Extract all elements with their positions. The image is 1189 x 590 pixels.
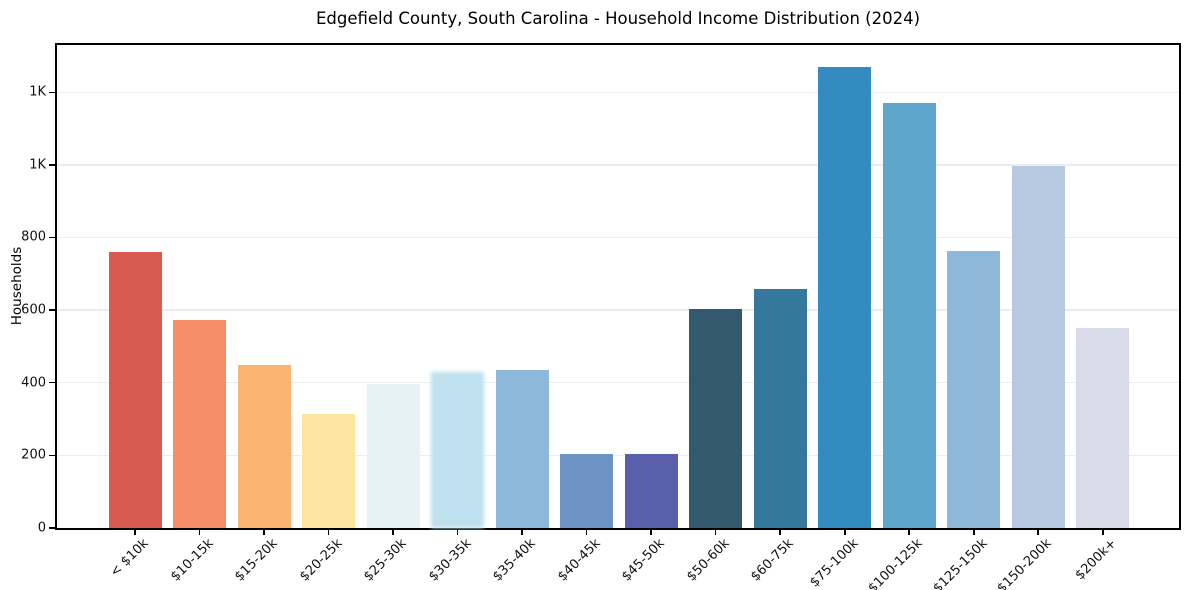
bar-40-45k xyxy=(560,453,614,528)
y-tick-label: 600 xyxy=(21,302,46,318)
x-tick-mark xyxy=(521,530,523,535)
bar-30-35k xyxy=(431,371,485,528)
bar-50-60k xyxy=(689,308,743,528)
chart-title: Edgefield County, South Carolina - House… xyxy=(315,9,921,28)
x-tick-mark xyxy=(650,530,652,535)
bar-20-25k xyxy=(302,413,356,528)
bar-10-15k xyxy=(173,320,227,528)
y-tick-mark xyxy=(49,527,55,529)
y-tick-label: 0 xyxy=(37,520,46,536)
x-tick-mark xyxy=(779,530,781,535)
bar-35-40k xyxy=(495,370,549,528)
y-tick-mark xyxy=(49,454,55,457)
x-tick-mark xyxy=(1102,530,1104,535)
bar-150-200k xyxy=(1011,165,1065,528)
x-tick-label: < $10k xyxy=(107,536,152,581)
y-tick-mark xyxy=(49,382,55,384)
y-tick-mark xyxy=(49,164,55,166)
bar-10k xyxy=(108,252,162,528)
gridline-y800 xyxy=(57,236,1179,239)
x-tick-mark xyxy=(1037,530,1040,535)
bar-75-100k xyxy=(818,66,872,528)
gridline-y1000 xyxy=(57,164,1179,166)
x-tick-mark xyxy=(198,530,201,535)
gridline-y1200 xyxy=(57,91,1179,93)
bar-25-30k xyxy=(366,383,420,528)
gridline-y200 xyxy=(57,454,1179,457)
x-tick-mark xyxy=(392,530,394,535)
x-tick-mark xyxy=(134,530,136,535)
y-tick-label: 1K xyxy=(29,84,46,100)
x-tick-mark xyxy=(585,530,588,535)
bar-200k xyxy=(1076,328,1130,528)
x-tick-mark xyxy=(263,530,265,535)
y-tick-mark xyxy=(49,309,55,311)
y-tick-mark xyxy=(49,91,55,93)
x-tick-mark xyxy=(327,530,330,535)
gridline-y600 xyxy=(57,309,1179,311)
y-tick-mark xyxy=(49,236,55,239)
x-tick-mark xyxy=(908,530,911,535)
bar-125-150k xyxy=(947,251,1001,528)
bar-60-75k xyxy=(753,289,807,528)
x-tick-mark xyxy=(843,530,846,535)
x-tick-mark xyxy=(972,530,975,535)
y-tick-label: 200 xyxy=(21,447,46,463)
y-tick-label: 800 xyxy=(21,229,46,245)
bar-100-125k xyxy=(882,103,936,528)
plot-area xyxy=(55,43,1181,530)
x-tick-mark xyxy=(456,530,459,535)
bar-45-50k xyxy=(624,453,678,528)
x-tick-mark xyxy=(714,530,717,535)
bar-15-20k xyxy=(237,364,291,528)
y-tick-label: 400 xyxy=(21,375,46,391)
y-tick-label: 1K xyxy=(29,157,46,173)
gridline-y400 xyxy=(57,382,1179,384)
